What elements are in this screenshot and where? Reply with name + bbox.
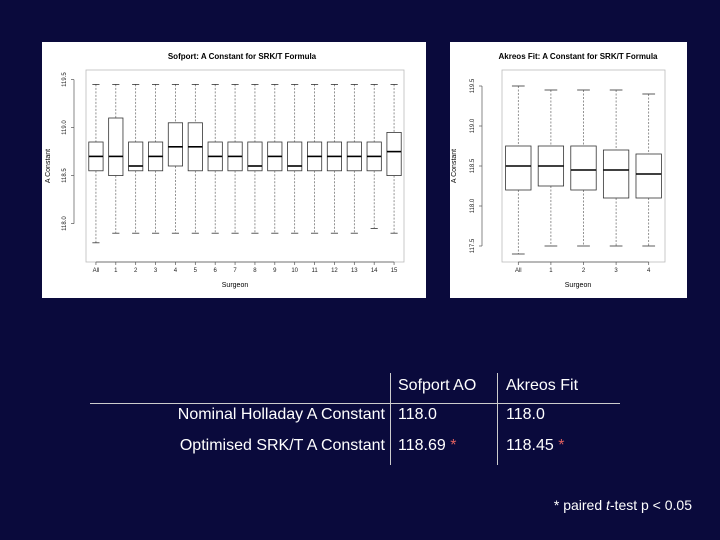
box (108, 117, 124, 176)
cell-nominal-akreos: 118.0 (506, 406, 545, 423)
akreos-boxplot-panel: Akreos Fit: A Constant for SRK/T Formula… (450, 42, 687, 298)
table-col-divider-2 (497, 373, 498, 465)
box (287, 141, 303, 172)
cell-optimised-sofport-value: 118.69 (398, 437, 446, 454)
plot-title: Akreos Fit: A Constant for SRK/T Formula (499, 52, 659, 61)
cell-optimised-akreos: 118.45 * (506, 437, 564, 455)
sofport-boxplot-panel: Sofport: A Constant for SRK/T Formula 118… (42, 42, 426, 298)
x-tick-label: 6 (214, 268, 218, 274)
cell-nominal-sofport: 118.0 (398, 406, 437, 423)
y-tick-label: 119.0 (62, 120, 68, 135)
y-tick-label: 118.5 (470, 158, 476, 173)
x-tick-label: 9 (273, 268, 277, 274)
row-label-nominal: Nominal Holladay A Constant (177, 406, 385, 423)
y-tick-label: 118.0 (470, 198, 476, 213)
col-header-sofport: Sofport AO (398, 377, 477, 394)
x-tick-label: 1 (549, 268, 553, 274)
significance-star: * (450, 437, 457, 454)
box (128, 141, 144, 172)
row-label-optimised: Optimised SRK/T A Constant (179, 437, 385, 454)
x-tick-label: 10 (291, 268, 298, 274)
x-tick-label: 3 (614, 268, 618, 274)
x-tick-label: 3 (154, 268, 158, 274)
footnote: * paired t-test p < 0.05 (554, 497, 692, 513)
table-col-divider-1 (390, 373, 391, 465)
x-axis-label: Surgeon (565, 282, 592, 289)
y-tick-label: 119.0 (470, 118, 476, 133)
box (247, 141, 263, 172)
x-tick-label: 13 (351, 268, 358, 274)
x-tick-label: 2 (134, 268, 138, 274)
significance-star: * (558, 437, 565, 454)
x-tick-label: 5 (194, 268, 198, 274)
y-tick-label: 117.5 (470, 238, 476, 253)
table-header-divider (90, 403, 620, 404)
y-tick-label: 119.5 (62, 72, 68, 87)
box (602, 149, 630, 199)
col-header-akreos: Akreos Fit (506, 377, 579, 394)
sofport-boxplot: Sofport: A Constant for SRK/T Formula118… (45, 52, 405, 289)
x-tick-label: 14 (371, 268, 378, 274)
footnote-italic: t (606, 497, 610, 513)
x-tick-label: 4 (174, 268, 178, 274)
y-axis-label: A Constant (45, 149, 52, 183)
box (570, 145, 597, 191)
x-tick-label: 12 (331, 268, 338, 274)
box (386, 132, 402, 177)
y-tick-label: 118.5 (62, 168, 68, 183)
box (635, 153, 662, 199)
footnote-text-before: paired (563, 497, 606, 513)
cell-optimised-akreos-value: 118.45 (506, 437, 554, 454)
x-tick-label: All (515, 268, 522, 274)
plot-title: Sofport: A Constant for SRK/T Formula (168, 52, 317, 61)
x-axis-label: Surgeon (222, 282, 249, 289)
akreos-boxplot: Akreos Fit: A Constant for SRK/T Formula… (451, 52, 666, 289)
x-tick-label: All (93, 268, 100, 274)
x-tick-label: 2 (582, 268, 586, 274)
x-tick-label: 4 (647, 268, 651, 274)
footnote-text-after: -test p < 0.05 (609, 497, 692, 513)
box (505, 145, 532, 191)
footnote-star: * (553, 497, 560, 513)
x-tick-label: 15 (391, 268, 398, 274)
y-tick-label: 118.0 (62, 216, 68, 231)
x-tick-label: 1 (114, 268, 118, 274)
y-tick-label: 119.5 (470, 78, 476, 93)
box (167, 122, 183, 167)
cell-optimised-sofport: 118.69 * (398, 437, 456, 455)
x-tick-label: 11 (311, 268, 318, 274)
x-tick-label: 7 (233, 268, 237, 274)
y-axis-label: A Constant (451, 149, 458, 183)
x-tick-label: 8 (253, 268, 257, 274)
